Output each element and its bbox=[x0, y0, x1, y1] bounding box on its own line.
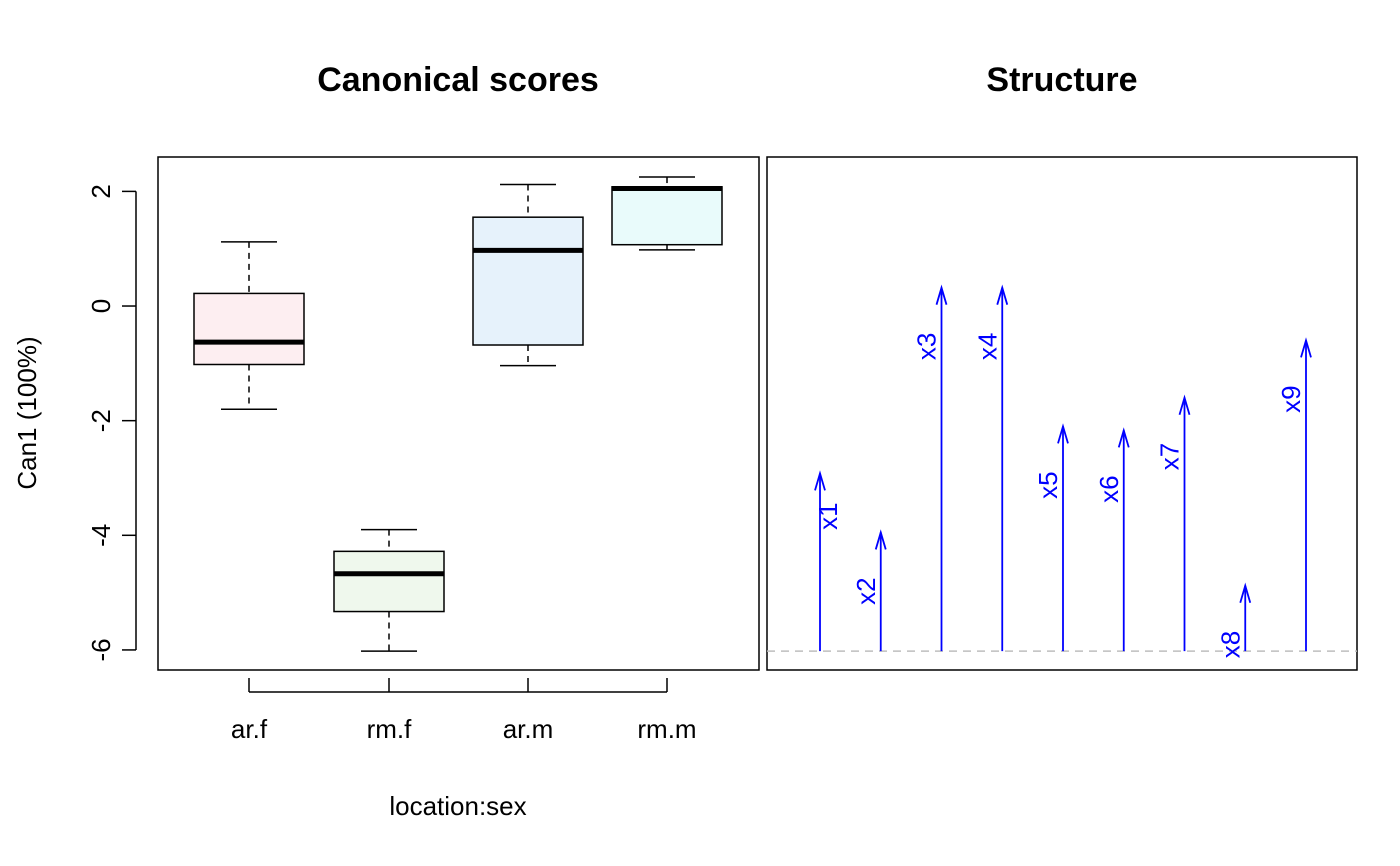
box-iqr bbox=[193, 292, 305, 366]
vector-label: x8 bbox=[1215, 631, 1245, 658]
y-tick-label: -2 bbox=[86, 409, 116, 432]
vector-label: x3 bbox=[912, 333, 942, 360]
vector-x1: x1 bbox=[813, 470, 843, 652]
vector-x8: x8 bbox=[1215, 582, 1252, 658]
box-ar.m bbox=[472, 183, 584, 367]
y-tick-label: -4 bbox=[86, 524, 116, 547]
left-plot-frame bbox=[157, 156, 760, 671]
y-tick-label: -6 bbox=[86, 638, 116, 661]
vector-label: x4 bbox=[972, 333, 1002, 360]
x-tick-label: ar.m bbox=[503, 714, 554, 744]
vector-arrowhead bbox=[1178, 394, 1191, 415]
box-iqr bbox=[611, 186, 723, 246]
vector-x9: x9 bbox=[1276, 337, 1312, 652]
vector-x2: x2 bbox=[851, 529, 887, 652]
vector-arrowhead bbox=[996, 284, 1009, 305]
left-y-axis-label: Can1 (100%) bbox=[12, 336, 42, 489]
vector-arrowhead bbox=[1300, 337, 1312, 358]
vector-arrowhead bbox=[935, 284, 948, 305]
vector-label: x6 bbox=[1094, 475, 1124, 502]
vector-arrowhead bbox=[1239, 582, 1252, 603]
left-x-axis: ar.f rm.f ar.m rm.m bbox=[231, 678, 697, 744]
y-tick-label: 0 bbox=[86, 299, 116, 313]
vector-label: x5 bbox=[1033, 471, 1063, 498]
x-tick-label: rm.f bbox=[367, 714, 413, 744]
box-iqr bbox=[472, 216, 584, 346]
vector-x7: x7 bbox=[1155, 394, 1191, 652]
vector-x5: x5 bbox=[1033, 423, 1069, 652]
vector-x4: x4 bbox=[972, 284, 1009, 652]
y-tick-label: 2 bbox=[86, 184, 116, 198]
vector-x3: x3 bbox=[912, 284, 948, 652]
box-rm.m bbox=[611, 176, 723, 251]
vector-label: x7 bbox=[1155, 443, 1185, 470]
box-iqr bbox=[333, 550, 445, 613]
left-x-axis-label: location:sex bbox=[389, 791, 526, 821]
vector-arrowhead bbox=[874, 529, 887, 550]
vector-x6: x6 bbox=[1094, 427, 1130, 652]
box-rm.f bbox=[333, 528, 445, 652]
right-plot-frame bbox=[766, 156, 1358, 671]
vector-label: x2 bbox=[851, 577, 881, 604]
boxplot-group bbox=[193, 176, 723, 652]
x-tick-label: rm.m bbox=[637, 714, 696, 744]
structure-vectors-group: x1 x2 x3 x4 x5 x6 x7 x8 x9 bbox=[767, 284, 1357, 658]
vector-label: x9 bbox=[1276, 385, 1306, 412]
vector-arrowhead bbox=[1117, 427, 1130, 448]
box-ar.f bbox=[193, 241, 305, 410]
right-panel-title: Structure bbox=[986, 61, 1137, 99]
left-y-axis: -6 -4 -2 0 2 bbox=[86, 184, 137, 662]
vector-label: x1 bbox=[813, 502, 843, 529]
vector-arrowhead bbox=[814, 470, 826, 491]
x-tick-label: ar.f bbox=[231, 714, 268, 744]
vector-arrowhead bbox=[1057, 423, 1069, 444]
left-panel-title: Canonical scores bbox=[317, 61, 599, 99]
